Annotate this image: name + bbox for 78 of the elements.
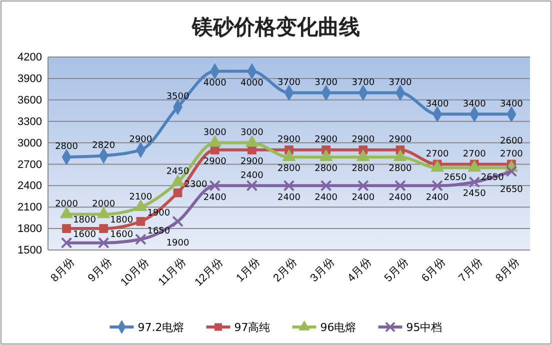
data-label: 4000 bbox=[203, 78, 227, 88]
y-tick-label: 1500 bbox=[18, 244, 42, 257]
x-tick-label: 4月份 bbox=[345, 256, 374, 284]
x-tick-label: 7月份 bbox=[456, 256, 485, 284]
data-label: 2700 bbox=[500, 149, 524, 160]
data-label: 3700 bbox=[388, 78, 412, 88]
data-label: 3000 bbox=[203, 128, 227, 138]
data-label: 2400 bbox=[240, 170, 264, 181]
y-tick-label: 2700 bbox=[18, 158, 42, 171]
data-label: 3700 bbox=[314, 78, 338, 88]
y-tick-label: 3300 bbox=[18, 116, 42, 128]
x-tick-label: 10月份 bbox=[118, 256, 152, 289]
y-tick-label: 1800 bbox=[18, 223, 42, 236]
y-tick-label: 2400 bbox=[18, 180, 42, 192]
data-label: 2650 bbox=[444, 172, 468, 183]
data-label: 2000 bbox=[55, 199, 78, 210]
x-tick-label: 1月份 bbox=[234, 256, 262, 284]
y-tick-label: 2100 bbox=[18, 202, 42, 214]
data-label: 2900 bbox=[314, 135, 338, 146]
data-label: 3400 bbox=[462, 99, 486, 110]
x-tick-label: 12月份 bbox=[192, 256, 226, 289]
data-label: 3400 bbox=[426, 99, 450, 110]
data-label: 2800 bbox=[388, 164, 412, 174]
data-label: 2900 bbox=[129, 135, 152, 146]
chart-title: 镁砂价格变化曲线 bbox=[191, 15, 360, 39]
data-label: 1900 bbox=[166, 238, 190, 249]
data-label: 2900 bbox=[388, 135, 412, 146]
x-tick-label: 5月份 bbox=[382, 256, 411, 284]
data-label: 2900 bbox=[278, 135, 301, 146]
data-label: 2700 bbox=[462, 149, 486, 160]
data-label: 2650 bbox=[500, 184, 524, 195]
data-label: 1600 bbox=[73, 230, 96, 240]
legend-label: 97高纯 bbox=[234, 320, 270, 334]
data-label: 1650 bbox=[147, 226, 170, 236]
legend-label: 96电熔 bbox=[320, 320, 356, 334]
data-label: 2700 bbox=[426, 149, 450, 160]
data-label: 2900 bbox=[352, 135, 375, 146]
data-label: 3000 bbox=[240, 128, 264, 138]
x-tick-label: 3月份 bbox=[308, 256, 337, 284]
data-label: 2100 bbox=[129, 192, 152, 202]
data-label: 2450 bbox=[462, 189, 486, 200]
data-label: 2400 bbox=[388, 192, 412, 203]
x-tick-label: 2月份 bbox=[271, 256, 300, 284]
data-label: 2400 bbox=[278, 192, 301, 203]
x-tick-label: 8月份 bbox=[494, 256, 522, 284]
data-label: 2600 bbox=[500, 136, 524, 147]
data-label: 2800 bbox=[352, 164, 375, 174]
legend-label: 97.2电熔 bbox=[138, 320, 184, 334]
data-label: 2000 bbox=[92, 199, 116, 210]
x-tick-label: 9月份 bbox=[86, 256, 114, 284]
x-tick-label: 11月份 bbox=[156, 256, 188, 288]
x-tick-label: 8月份 bbox=[48, 256, 78, 284]
data-label: 3400 bbox=[500, 99, 524, 110]
data-label: 2800 bbox=[55, 142, 78, 152]
legend-label: 95中档 bbox=[406, 320, 442, 334]
data-label: 2820 bbox=[92, 140, 116, 151]
data-label: 3700 bbox=[278, 78, 301, 88]
y-tick-label: 4200 bbox=[18, 52, 42, 64]
data-label: 2400 bbox=[352, 192, 375, 203]
y-tick-label: 3900 bbox=[18, 72, 42, 85]
data-label: 2900 bbox=[203, 157, 227, 168]
data-label: 3500 bbox=[166, 92, 190, 102]
data-label: 2650 bbox=[480, 172, 504, 183]
data-label: 4000 bbox=[240, 78, 264, 88]
data-label: 1600 bbox=[110, 230, 134, 240]
data-label: 1800 bbox=[110, 216, 134, 226]
data-label: 3700 bbox=[352, 78, 375, 88]
data-label: 2300 bbox=[184, 180, 208, 190]
data-label: 2400 bbox=[426, 192, 450, 203]
data-label: 1800 bbox=[73, 216, 96, 226]
x-tick-label: 6月份 bbox=[420, 256, 448, 284]
y-tick-label: 3600 bbox=[18, 94, 42, 106]
data-label: 2800 bbox=[314, 164, 338, 174]
data-label: 2900 bbox=[240, 157, 264, 168]
y-tick-label: 3000 bbox=[18, 137, 42, 150]
data-label: 2800 bbox=[278, 164, 301, 174]
data-label: 2400 bbox=[203, 192, 227, 203]
data-label: 2400 bbox=[314, 192, 338, 203]
